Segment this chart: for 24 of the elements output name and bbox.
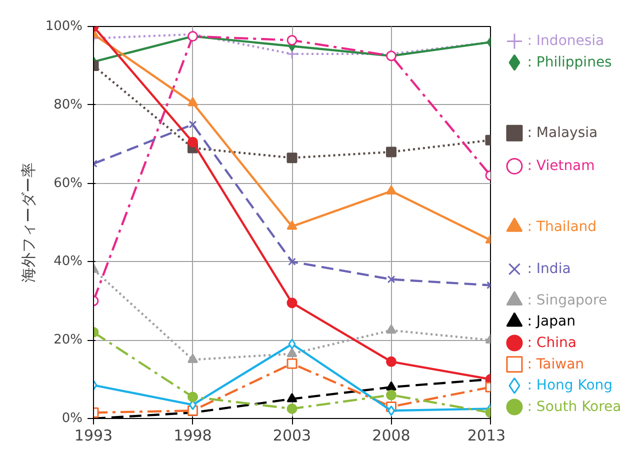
y-tick-label: 40% bbox=[54, 254, 83, 270]
y-axis-title: 海外フィーダー率 bbox=[19, 162, 38, 282]
legend-label: : South Korea bbox=[527, 398, 622, 415]
legend-label: : Japan bbox=[527, 314, 576, 330]
legend-label: : China bbox=[527, 335, 576, 352]
legend-label: : Indonesia bbox=[527, 33, 604, 50]
legend-label: : Singapore bbox=[527, 292, 608, 308]
legend-label: : Thailand bbox=[527, 218, 597, 235]
legend-label: : Taiwan bbox=[527, 356, 584, 372]
legend-label: : Philippines bbox=[527, 54, 612, 71]
legend-label: : Hong Kong bbox=[527, 378, 613, 394]
legend-label: : Vietnam bbox=[527, 158, 595, 174]
x-tick-label: 1993 bbox=[74, 426, 113, 444]
y-tick-label: 60% bbox=[54, 176, 83, 191]
x-tick-label: 2013 bbox=[467, 426, 506, 444]
legend-label: : India bbox=[527, 261, 571, 278]
y-tick-label: 80% bbox=[54, 97, 83, 112]
x-tick-label: 1998 bbox=[174, 426, 212, 444]
y-tick-label: 20% bbox=[54, 332, 83, 348]
x-tick-label: 2008 bbox=[372, 426, 410, 444]
x-tick-label: 2003 bbox=[272, 426, 312, 444]
y-tick-label: 100% bbox=[45, 19, 83, 34]
legend-label: : Malaysia bbox=[527, 125, 598, 142]
y-tick-label: 0% bbox=[62, 411, 82, 426]
